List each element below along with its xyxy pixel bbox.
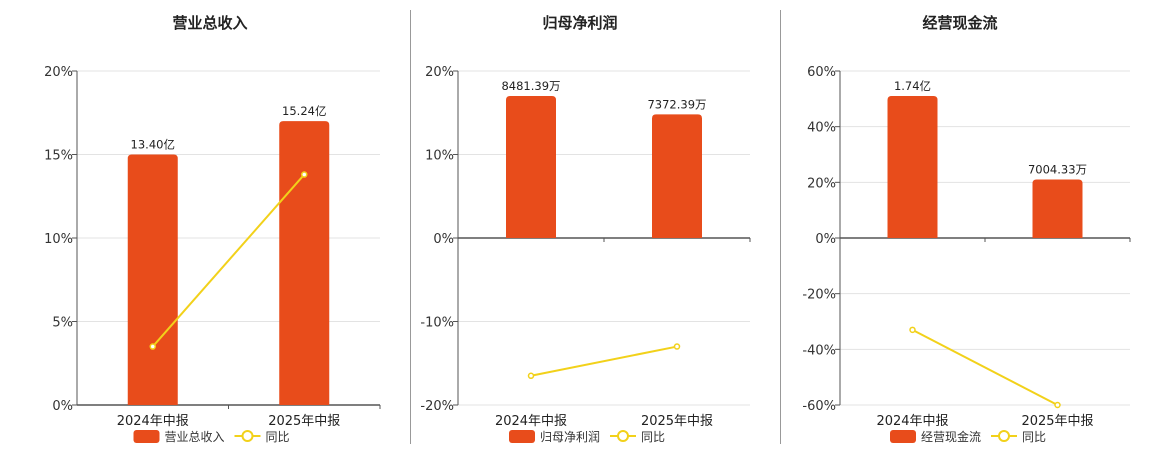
yoy-line	[912, 328, 1058, 406]
bar	[887, 96, 938, 238]
y-tick-label: 20%	[425, 65, 454, 80]
y-tick-label: 40%	[807, 121, 836, 136]
panel-divider	[780, 10, 781, 444]
yoy-point	[909, 326, 916, 334]
legend-bar-label: 营业总收入	[165, 430, 225, 444]
legend-bar-swatch	[890, 430, 916, 443]
legend-bar-label: 归母净利润	[540, 430, 600, 444]
bar	[506, 96, 556, 238]
y-tick-label: 0%	[52, 399, 73, 414]
y-tick-label: -10%	[420, 316, 454, 331]
y-tick-label: 15%	[44, 149, 73, 164]
bar	[652, 114, 702, 238]
panel-divider	[410, 10, 411, 444]
bar-data-label: 15.24亿	[282, 104, 326, 118]
legend-bar-swatch	[133, 430, 160, 443]
yoy-point	[673, 343, 681, 350]
legend-line-label: 同比	[266, 430, 290, 444]
legend-line-label: 同比	[1022, 430, 1046, 444]
chart-title-net-profit: 归母净利润	[542, 14, 618, 32]
y-tick-label: 0%	[815, 232, 836, 247]
x-category-label: 2024年中报	[117, 414, 189, 429]
yoy-point	[301, 171, 308, 178]
chart-title-cash-flow: 经营现金流	[922, 14, 998, 32]
bar-data-label: 1.74亿	[894, 79, 931, 93]
x-category-label: 2024年中报	[876, 414, 948, 429]
y-tick-label: 10%	[44, 232, 73, 247]
yoy-point	[527, 372, 535, 380]
x-category-label: 2025年中报	[641, 414, 713, 429]
legend-bar-swatch	[509, 430, 535, 443]
bar	[127, 154, 178, 405]
y-tick-label: 0%	[433, 232, 454, 247]
yoy-line	[151, 173, 306, 348]
x-category-label: 2024年中报	[495, 414, 567, 429]
y-tick-label: 20%	[807, 176, 836, 191]
y-tick-label: -40%	[802, 343, 836, 358]
y-tick-label: 10%	[425, 149, 454, 164]
y-tick-label: -60%	[802, 399, 836, 414]
legend-line-marker	[998, 430, 1010, 442]
bar-data-label: 7372.39万	[647, 97, 706, 111]
bar	[279, 121, 330, 405]
x-category-label: 2025年中报	[268, 414, 340, 429]
y-tick-label: 5%	[52, 316, 73, 331]
y-tick-label: 60%	[807, 65, 836, 80]
bar	[1032, 179, 1083, 238]
chart-title-revenue: 营业总收入	[172, 14, 248, 32]
y-tick-label: -20%	[420, 399, 454, 414]
yoy-line	[530, 345, 678, 377]
legend-bar-label: 经营现金流	[921, 429, 981, 444]
bar-data-label: 13.40亿	[131, 138, 175, 152]
yoy-point	[149, 343, 156, 350]
bar-data-label: 7004.33万	[1028, 163, 1087, 177]
y-tick-label: 20%	[44, 65, 73, 80]
y-tick-label: -20%	[802, 288, 836, 303]
legend-line-marker	[617, 430, 629, 442]
yoy-point	[1054, 401, 1061, 409]
legend-line-label: 同比	[641, 430, 665, 444]
x-category-label: 2025年中报	[1021, 414, 1093, 429]
bar-data-label: 8481.39万	[501, 79, 560, 93]
legend-line-marker	[241, 430, 254, 442]
